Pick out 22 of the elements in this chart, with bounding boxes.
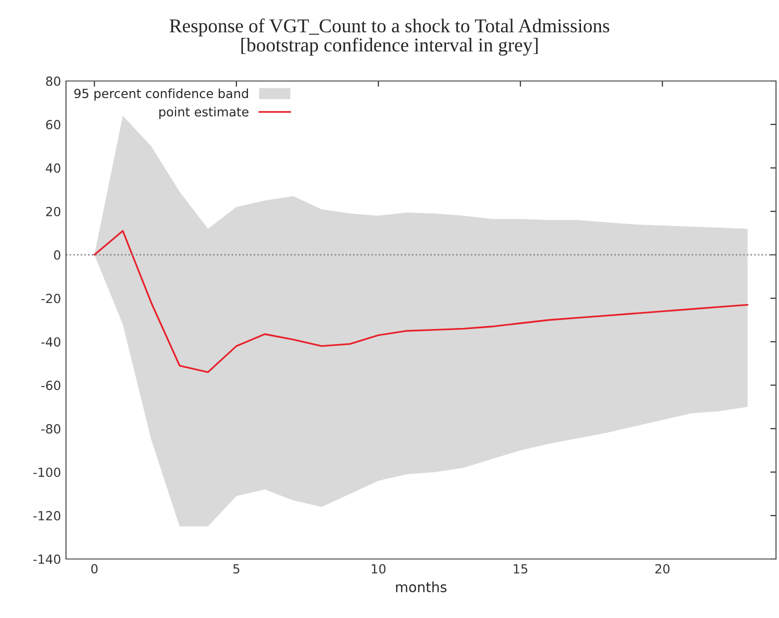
x-tick-label: 5 [233, 564, 240, 574]
y-tick-label: -120 [33, 511, 60, 520]
x-tick-label: 20 [655, 564, 670, 574]
y-tick-label: -60 [41, 380, 60, 390]
legend-label: point estimate [159, 106, 248, 119]
y-tick-label: -40 [41, 337, 60, 347]
y-tick-label: 80 [46, 76, 60, 86]
y-tick-label: 20 [46, 206, 60, 216]
y-tick-label: -20 [41, 294, 60, 304]
chart-title: Response of VGT_Count to a shock to Total Admissions [bootstrap confidence interval in grey] [170, 18, 610, 56]
x-tick-label: 15 [514, 564, 528, 574]
annotation: 95 percent confidence band [74, 88, 248, 101]
line-series [94, 230, 748, 373]
x-tick-label: 0 [91, 564, 98, 574]
y-tick-label: -140 [33, 554, 60, 564]
y-tick-label: 0 [54, 250, 60, 260]
y-tick-label: 40 [46, 163, 60, 173]
y-tick-label: -80 [41, 424, 60, 434]
y-tick-label: 60 [46, 120, 60, 130]
y-tick-label: -100 [33, 468, 60, 478]
x-tick-label: 10 [372, 564, 386, 574]
x-axis-title: months [396, 582, 446, 592]
